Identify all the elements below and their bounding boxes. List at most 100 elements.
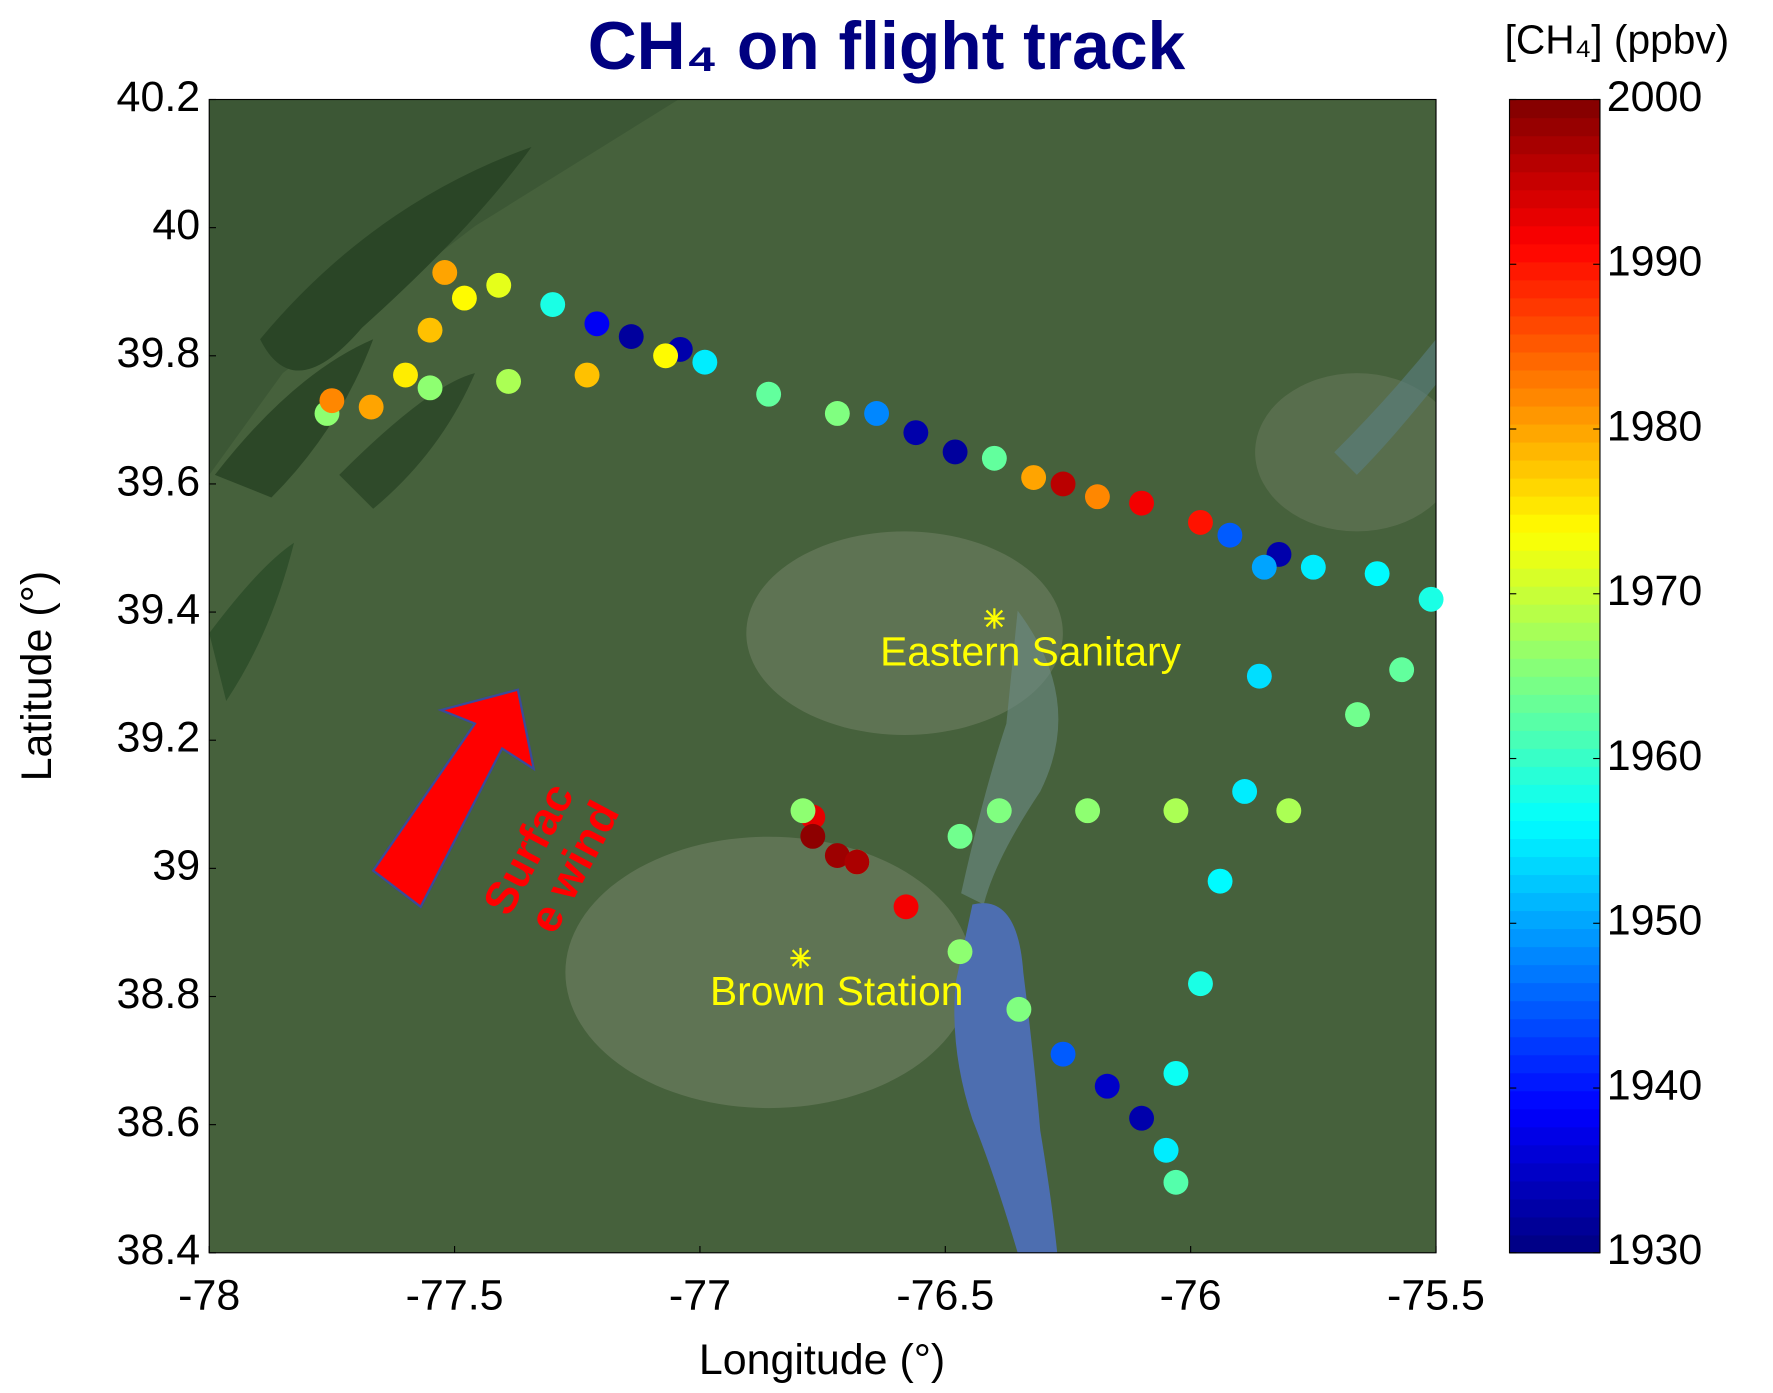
track-point	[1232, 779, 1257, 804]
colorbar-strip	[1510, 1217, 1600, 1236]
x-tick-label: -75.5	[1387, 1271, 1485, 1319]
x-axis-label: Longitude (°)	[699, 1336, 945, 1384]
colorbar-strip	[1510, 1235, 1600, 1254]
colorbar-tick-label: 1950	[1607, 897, 1703, 945]
colorbar-strip	[1510, 622, 1600, 641]
colorbar-strip	[1510, 712, 1600, 731]
track-point	[1163, 1170, 1188, 1195]
colorbar-strip	[1510, 208, 1600, 227]
track-point	[1419, 587, 1444, 612]
colorbar-tick-label: 2000	[1607, 73, 1703, 121]
colorbar-strip	[1510, 154, 1600, 173]
y-tick-label: 39.6	[117, 457, 201, 505]
colorbar-tick-label: 1990	[1607, 238, 1703, 286]
colorbar-strip	[1510, 136, 1600, 155]
x-tick-label: -77	[669, 1271, 731, 1319]
track-point	[943, 439, 968, 464]
track-point	[1188, 971, 1213, 996]
colorbar-strip	[1510, 1199, 1600, 1218]
colorbar-strip	[1510, 604, 1600, 623]
colorbar-strip	[1510, 820, 1600, 839]
colorbar-strip	[1510, 964, 1600, 983]
colorbar-strip	[1510, 532, 1600, 551]
track-point	[1129, 491, 1154, 516]
x-tick-label: -76.5	[896, 1271, 994, 1319]
track-point	[1365, 561, 1390, 586]
track-point	[864, 401, 889, 426]
track-point	[1345, 702, 1370, 727]
track-point	[1276, 798, 1301, 823]
x-tick-label: -77.5	[406, 1271, 504, 1319]
track-point	[319, 388, 344, 413]
track-point	[496, 369, 521, 394]
track-point	[1154, 1138, 1179, 1163]
track-point	[894, 894, 919, 919]
track-point	[1051, 471, 1076, 496]
colorbar-strip	[1510, 1181, 1600, 1200]
colorbar-tick-label: 1970	[1607, 567, 1703, 615]
y-tick-label: 39.4	[117, 585, 201, 633]
colorbar-tick-label: 1940	[1607, 1061, 1703, 1109]
track-point	[418, 318, 443, 343]
track-point	[432, 260, 457, 285]
colorbar-strip	[1510, 1019, 1600, 1038]
colorbar-strip	[1510, 514, 1600, 533]
track-point	[1163, 798, 1188, 823]
track-point	[791, 798, 816, 823]
y-tick-label: 40	[152, 201, 200, 249]
colorbar-strip	[1510, 1055, 1600, 1074]
track-point	[418, 375, 443, 400]
colorbar-strip	[1510, 928, 1600, 947]
track-point	[653, 343, 678, 368]
track-point	[1208, 869, 1233, 894]
y-tick-label: 38.4	[117, 1226, 201, 1274]
colorbar-strip	[1510, 694, 1600, 713]
colorbar-strip	[1510, 748, 1600, 767]
colorbar-strip	[1510, 802, 1600, 821]
track-point	[982, 446, 1007, 471]
y-tick-label: 39	[152, 842, 200, 890]
colorbar-strip	[1510, 298, 1600, 317]
track-point	[987, 798, 1012, 823]
site-label: Eastern Sanitary	[880, 628, 1181, 674]
x-tick-label: -78	[178, 1271, 240, 1319]
colorbar-strip	[1510, 1073, 1600, 1092]
track-point	[1301, 555, 1326, 580]
colorbar-strip	[1510, 1091, 1600, 1110]
track-point	[1051, 1042, 1076, 1067]
colorbar-strip	[1510, 1145, 1600, 1164]
colorbar-strip	[1510, 172, 1600, 191]
track-point	[692, 350, 717, 375]
colorbar-strip	[1510, 406, 1600, 425]
colorbar-strip	[1510, 784, 1600, 803]
track-point	[903, 420, 928, 445]
colorbar-strip	[1510, 946, 1600, 965]
colorbar-strip	[1510, 460, 1600, 479]
track-point	[1217, 523, 1242, 548]
track-point	[1129, 1106, 1154, 1131]
colorbar-strip	[1510, 496, 1600, 515]
track-point	[948, 824, 973, 849]
track-point	[584, 311, 609, 336]
colorbar-strip	[1510, 352, 1600, 371]
track-point	[1252, 555, 1277, 580]
colorbar-strip	[1510, 676, 1600, 695]
y-tick-label: 39.8	[117, 329, 201, 377]
colorbar-strip	[1510, 1127, 1600, 1146]
y-tick-label: 39.2	[117, 714, 201, 762]
colorbar-strip	[1510, 910, 1600, 929]
colorbar-strip	[1510, 478, 1600, 497]
colorbar-strip	[1510, 370, 1600, 389]
colorbar-strip	[1510, 244, 1600, 263]
colorbar-strip	[1510, 1037, 1600, 1056]
colorbar-strip	[1510, 856, 1600, 875]
y-axis-label: Latitude (°)	[13, 571, 61, 782]
colorbar-strip	[1510, 838, 1600, 857]
colorbar-tick-label: 1930	[1607, 1226, 1703, 1274]
site-marker	[984, 608, 1004, 628]
y-tick-label: 38.8	[117, 970, 201, 1018]
chart: CH₄ on flight track [CH₄] (ppbv) Longitu…	[0, 0, 1773, 1393]
track-point	[540, 292, 565, 317]
track-point	[393, 363, 418, 388]
